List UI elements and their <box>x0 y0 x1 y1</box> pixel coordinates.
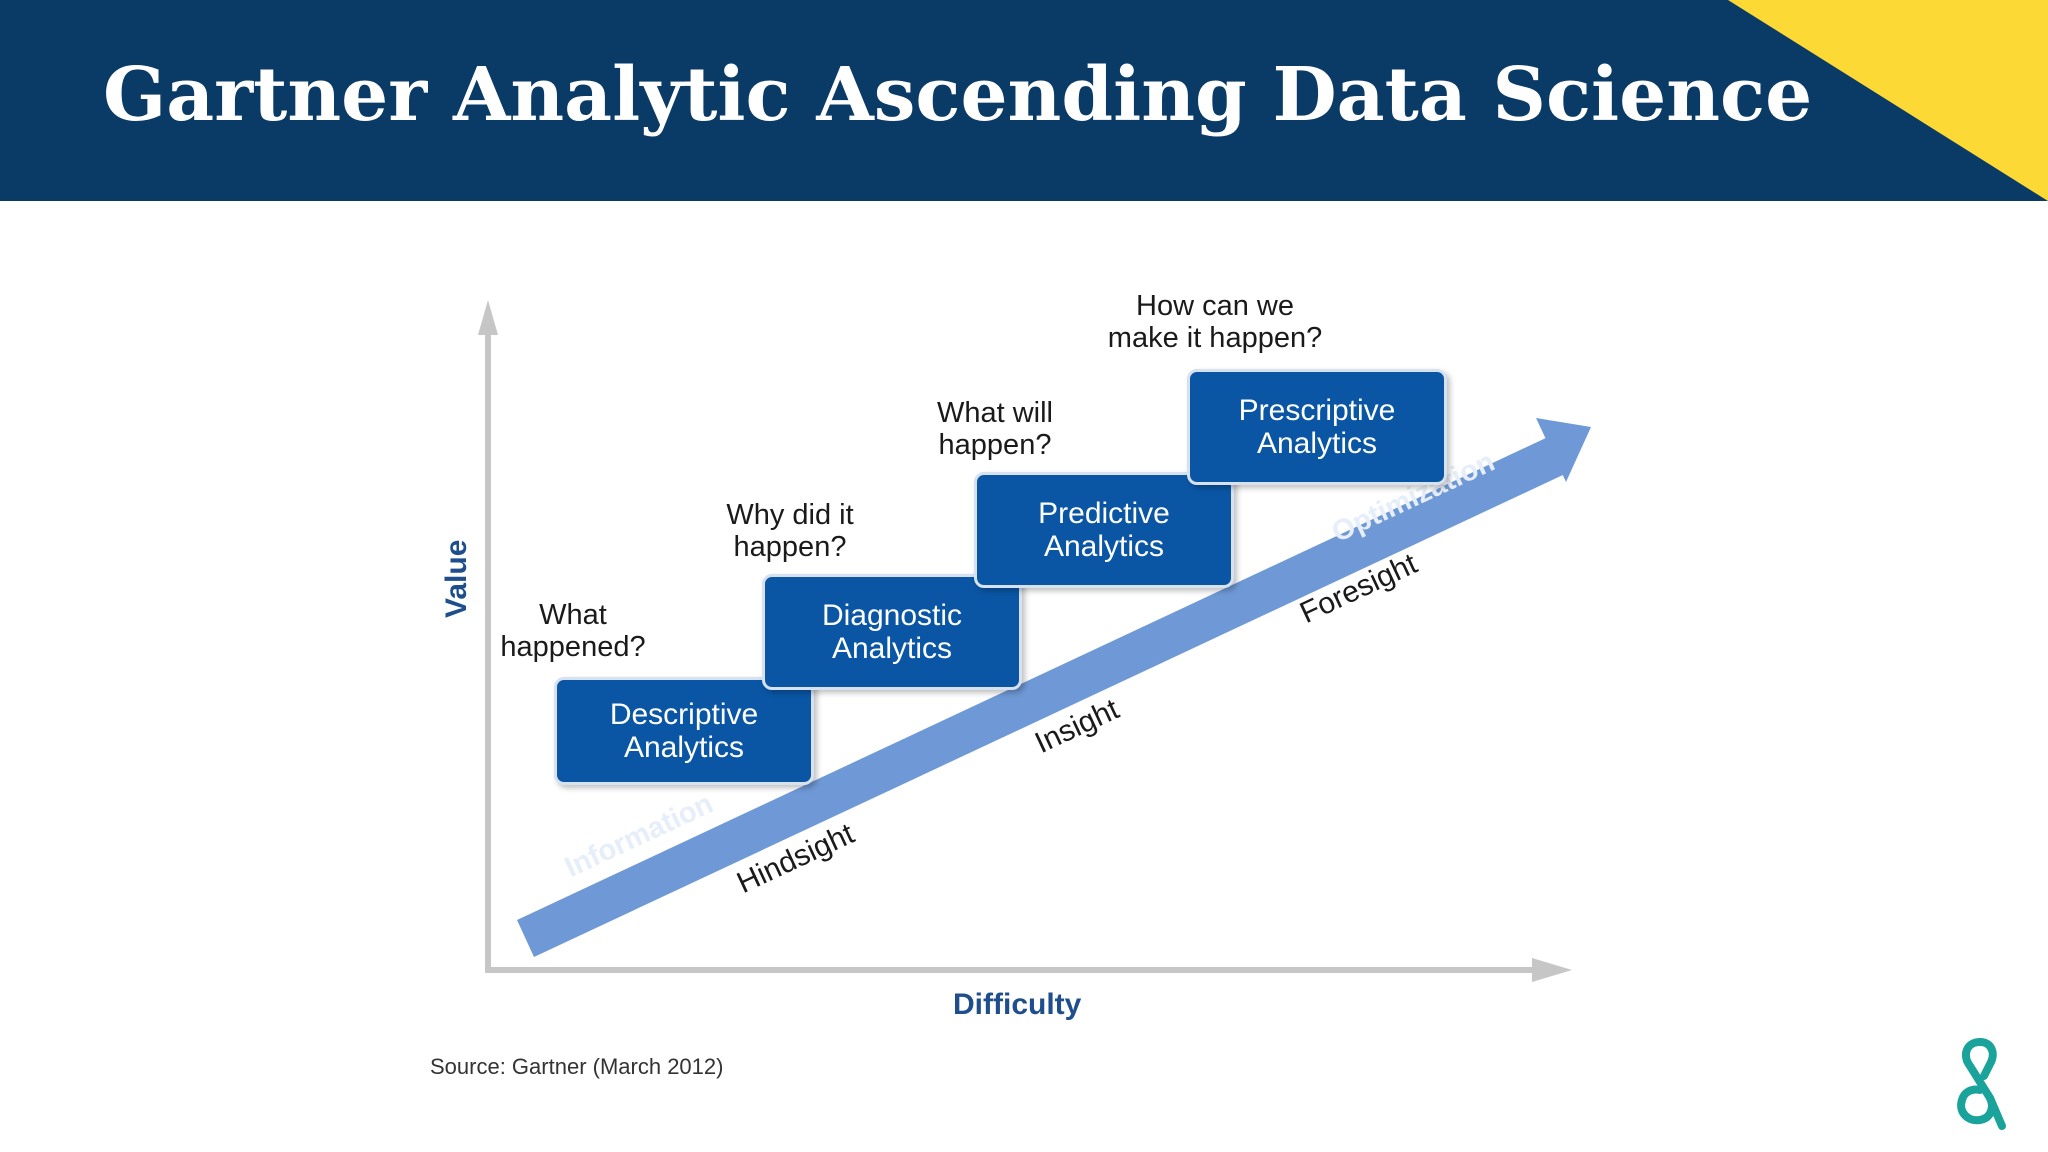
question-prescriptive: How can we make it happen? <box>1090 290 1340 354</box>
question-diagnostic: Why did it happen? <box>710 499 870 563</box>
question-diagnostic-line2: happen? <box>733 531 847 563</box>
yellow-corner-triangle <box>1728 0 2048 201</box>
brand-logo-icon <box>1957 1038 2006 1130</box>
question-predictive: What will happen? <box>920 397 1070 461</box>
y-axis-arrowhead <box>478 300 498 335</box>
question-prescriptive-line1: How can we <box>1136 290 1294 322</box>
question-descriptive-line2: happened? <box>500 631 646 663</box>
stage-box-prescriptive: Prescriptive Analytics <box>1187 369 1447 485</box>
ascending-arrow-head <box>1536 418 1591 482</box>
source-note: Source: Gartner (March 2012) <box>430 1054 724 1079</box>
stage-descriptive-line2: Analytics <box>623 731 745 764</box>
x-axis-arrowhead <box>1532 958 1572 982</box>
stage-prescriptive-line1: Prescriptive <box>1238 394 1396 427</box>
question-prescriptive-line2: make it happen? <box>1107 322 1323 354</box>
header-accent <box>1728 0 2048 201</box>
question-descriptive-line1: What <box>539 599 607 631</box>
stage-descriptive-line1: Descriptive <box>609 698 759 731</box>
stage-prescriptive-line2: Analytics <box>1256 427 1378 460</box>
stage-diagnostic-line2: Analytics <box>831 632 953 665</box>
stage-box-diagnostic: Diagnostic Analytics <box>762 574 1022 690</box>
x-axis-label: Difficulty <box>953 988 1082 1021</box>
ascending-arrow-shaft <box>517 437 1565 957</box>
header-bar <box>0 0 2048 201</box>
stage-diagnostic-line1: Diagnostic <box>821 599 963 632</box>
stage-predictive-line2: Analytics <box>1043 530 1165 563</box>
question-diagnostic-line1: Why did it <box>726 499 854 531</box>
question-descriptive: What happened? <box>488 599 658 663</box>
y-axis-label: Value <box>440 539 473 618</box>
question-predictive-line2: happen? <box>938 429 1052 461</box>
stage-predictive-line1: Predictive <box>1038 497 1170 530</box>
question-predictive-line1: What will <box>936 397 1053 429</box>
stage-box-descriptive: Descriptive Analytics <box>554 677 814 785</box>
page-title: Gartner Analytic Ascending Data Science <box>103 52 1813 138</box>
stage-box-predictive: Predictive Analytics <box>974 472 1234 588</box>
